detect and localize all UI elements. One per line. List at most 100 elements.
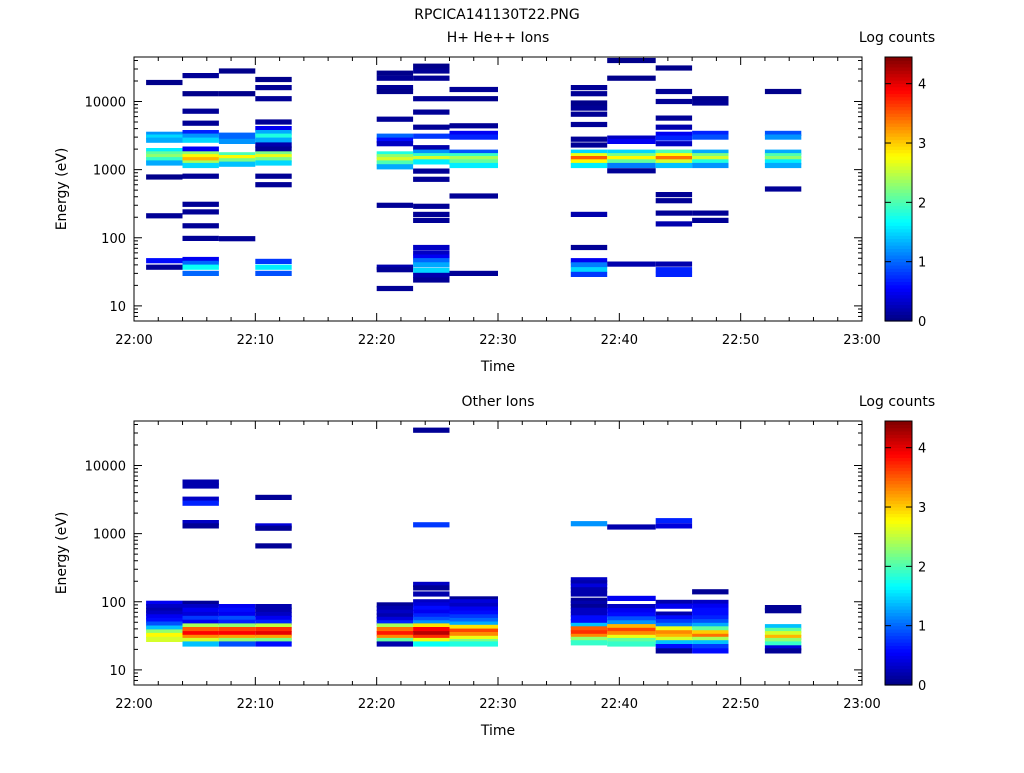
colorbar-segment [885,202,912,207]
colorbar-segment [885,248,912,253]
colorbar: 0 1 2 3 4 Log counts [859,30,935,330]
heatmap-cell [413,627,450,633]
heatmap-cell [764,641,802,647]
colorbar-segment [885,136,912,141]
heatmap-cell [255,173,292,179]
heatmap-cell [655,124,693,130]
colorbar-segment [885,526,912,531]
colorbar-segment [885,297,912,302]
heatmap-cell [182,137,219,143]
heatmap-cell [413,641,450,647]
heatmap-cell [376,88,414,95]
heatmap-cell [182,256,219,263]
y-axis-label: Energy (eV) [54,512,70,595]
colorbar-segment [885,463,912,468]
heatmap-cell [376,620,414,626]
colorbar-segment [885,562,912,567]
heatmap-cell [376,70,414,76]
colorbar-segment [885,546,912,551]
heatmap-cell [449,156,498,162]
heatmap-cell [413,634,450,640]
heatmap-cell [692,159,729,165]
heatmap-cell [570,159,608,165]
colorbar-segment [885,284,912,289]
colorbar-segment [885,83,912,88]
heatmap-cell [413,623,450,629]
heatmap-cell [255,494,292,500]
colorbar-segment [885,258,912,263]
heatmap-cell [255,611,292,618]
heatmap-cell [655,192,693,198]
heatmap-cell [692,153,729,159]
heatmap-cell [218,152,256,158]
heatmap-cell [413,109,450,115]
colorbar-segment [885,314,912,319]
colorbar-segment [885,510,912,514]
heatmap-cell [255,142,292,148]
heatmap-cell [413,203,450,209]
colorbar-segment [885,317,912,322]
heatmap-cell [146,137,183,143]
colorbar-segment [885,106,912,111]
heatmap-cell [413,156,450,162]
heatmap-cell [607,634,656,640]
x-tick-label: 22:40 [601,697,638,712]
x-tick-label: 22:00 [115,333,152,348]
heatmap-cell [376,151,414,157]
heatmap-cell [570,262,608,268]
heatmap-cell [255,76,292,83]
heatmap-cell [655,198,693,204]
colorbar-segment [885,274,912,279]
colorbar-segment [885,553,912,557]
heatmap-cell [182,483,219,489]
heatmap-cell [655,159,693,165]
heatmap-cell [655,156,693,162]
colorbar-segment [885,119,912,124]
heatmap-cell [182,91,219,97]
heatmap-cell [182,209,219,215]
heatmap-cells [146,427,802,654]
colorbar-tick-label: 3 [918,501,926,516]
heatmap-cell [449,621,498,627]
panel-other-ions: 22:00 22:10 22:20 22:30 22:40 22:50 23:0010100… [54,394,935,739]
colorbar-segment [885,437,912,442]
heatmap-cell [413,250,450,256]
heatmap-cell [655,603,693,609]
colorbar-segment [885,235,912,240]
chart-title: H+ He++ Ions [447,30,550,46]
heatmap-cell [218,604,256,610]
colorbar-segment [885,652,912,656]
colorbar-segment [885,599,912,604]
heatmap-cell [376,631,414,637]
heatmap-cell [449,153,498,159]
heatmap-cell [692,615,729,621]
colorbar-segment [885,675,912,679]
heatmap-cell [449,149,498,155]
heatmap-cell [607,135,656,141]
colorbar-segment [885,195,912,200]
heatmap-cell [255,96,292,102]
heatmap-cell [218,634,256,640]
heatmap-cell [182,201,219,207]
colorbar-segment [885,569,912,574]
heatmap-cell [413,244,450,251]
colorbar-segment [885,294,912,299]
colorbar-segment [885,549,912,554]
heatmap-cell [255,607,292,613]
colorbar-segment [885,225,912,230]
heatmap-cell [255,641,292,647]
colorbar-segment [885,681,912,686]
heatmap-cell [764,637,802,644]
colorbar-segment [885,189,912,193]
heatmap-cell [182,637,219,644]
heatmap-cell [449,134,498,140]
heatmap-cell [692,648,729,654]
heatmap-cell [376,160,414,166]
heatmap-cell [413,591,450,597]
heatmap-cell [146,604,183,610]
heatmap-cell [570,591,608,597]
heatmap-cell [413,602,450,608]
colorbar-segment [885,592,912,597]
heatmap-cell [182,619,219,625]
